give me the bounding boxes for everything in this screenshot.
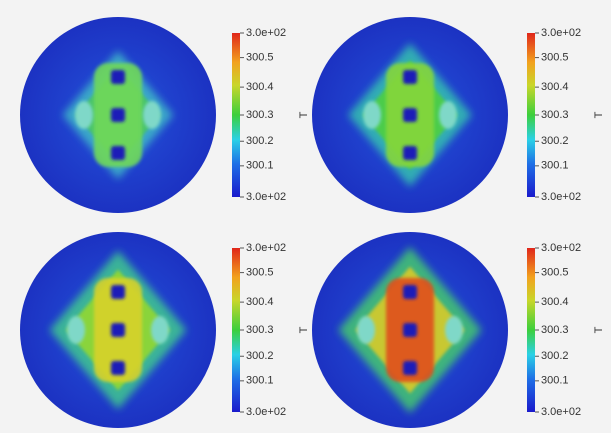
cold-hole: [403, 323, 417, 337]
field-lobe: [151, 316, 169, 344]
colorbar-label: 300.1: [541, 375, 569, 387]
colorbar-label: 3.0e+02: [541, 242, 581, 254]
colorbar: [232, 248, 240, 412]
cold-hole: [111, 323, 125, 337]
cold-hole: [111, 361, 125, 375]
colorbar-title: T: [593, 111, 605, 118]
colorbar-label: 3.0e+02: [246, 242, 286, 254]
cold-hole: [403, 146, 417, 160]
cold-hole: [111, 108, 125, 122]
field-lobe: [67, 316, 85, 344]
colorbar-label: 300.1: [541, 160, 569, 172]
colorbar-label: 3.0e+02: [246, 191, 286, 203]
colorbar-label: 300.3: [246, 324, 274, 336]
field-lobe: [143, 101, 161, 129]
colorbar-title: T: [298, 111, 310, 118]
field-lobe: [75, 101, 93, 129]
colorbar-label: 300.4: [246, 81, 274, 93]
colorbar: [527, 33, 535, 197]
colorbar-label: 300.4: [541, 81, 569, 93]
cold-hole: [403, 285, 417, 299]
colorbar-label: 300.2: [246, 350, 274, 362]
field-lobe: [363, 101, 381, 129]
colorbar-label: 300.5: [541, 52, 569, 64]
colorbar-label: 300.3: [541, 109, 569, 121]
cold-hole: [111, 285, 125, 299]
colorbar-label: 300.4: [541, 296, 569, 308]
colorbar-label: 300.3: [541, 324, 569, 336]
cold-hole: [111, 70, 125, 84]
colorbar-label: 300.5: [246, 267, 274, 279]
colorbar-label: 3.0e+02: [246, 27, 286, 39]
cold-hole: [403, 361, 417, 375]
colorbar-label: 300.5: [246, 52, 274, 64]
colorbar-label: 300.1: [246, 160, 274, 172]
colorbar-title: T: [593, 326, 605, 333]
colorbar-label: 3.0e+02: [541, 191, 581, 203]
colorbar-label: 300.5: [541, 267, 569, 279]
field-lobe: [439, 101, 457, 129]
cold-hole: [403, 70, 417, 84]
colorbar-label: 300.1: [246, 375, 274, 387]
colorbar-label: 300.3: [246, 109, 274, 121]
colorbar-label: 300.2: [541, 135, 569, 147]
figure: 3.0e+02 300.5 300.4 300.3 300.2 300.1 3.0e+02 T…: [0, 0, 611, 433]
colorbar-title: T: [298, 326, 310, 333]
colorbar-label: 3.0e+02: [541, 406, 581, 418]
cold-hole: [111, 146, 125, 160]
colorbar-label: 3.0e+02: [541, 27, 581, 39]
colorbar-label: 3.0e+02: [246, 406, 286, 418]
colorbar-label: 300.2: [246, 135, 274, 147]
field-lobe: [445, 316, 463, 344]
cold-hole: [403, 108, 417, 122]
colorbar: [527, 248, 535, 412]
field-lobe: [357, 316, 375, 344]
colorbar-label: 300.4: [246, 296, 274, 308]
colorbar-label: 300.2: [541, 350, 569, 362]
colorbar: [232, 33, 240, 197]
